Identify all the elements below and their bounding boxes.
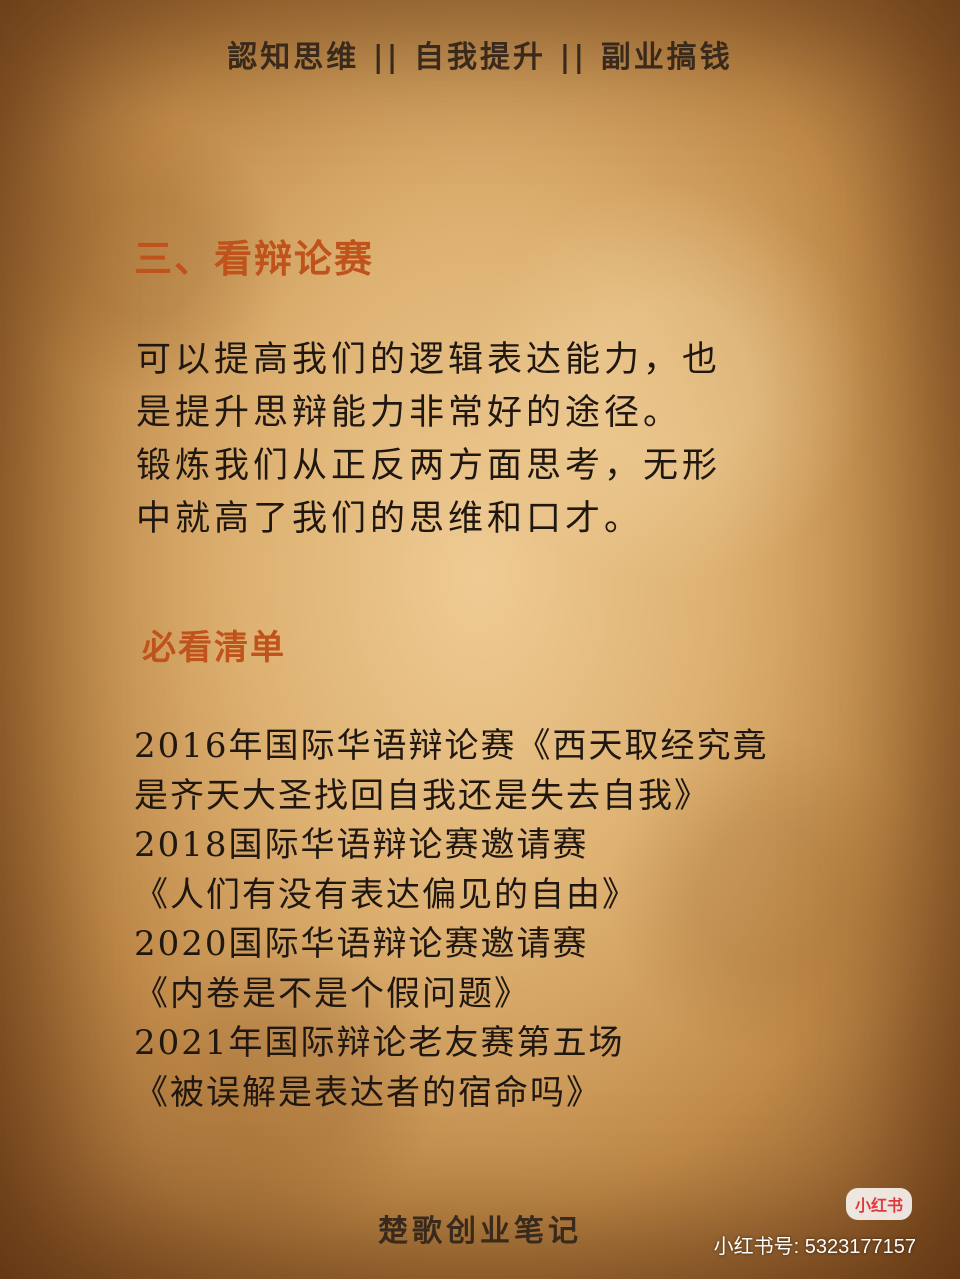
footer-signature: 楚歌创业笔记 xyxy=(378,1214,582,1249)
list-item: 2021年国际辩论老友赛第五场 xyxy=(134,1023,625,1063)
xiaohongshu-watermark: 小红书 小红书号: 5323177157 xyxy=(714,1188,916,1259)
xiaohongshu-logo: 小红书 xyxy=(845,1188,912,1220)
list-item: 《内卷是不是个假问题》 xyxy=(134,973,530,1014)
paragraph-line: 可以提高我们的逻辑表达能力，也 xyxy=(136,340,722,380)
list-item: 《人们有没有表达偏见的自由》 xyxy=(134,874,638,915)
list-item: 2016年国际华语辩论赛《西天取经究竟 xyxy=(134,726,769,766)
must-watch-title: 必看清单 xyxy=(142,628,286,668)
list-item: 是齐天大圣找回自我还是失去自我》 xyxy=(134,775,710,816)
paragraph-line: 是提升思辩能力非常好的途径。 xyxy=(136,393,683,433)
paragraph-line: 锻炼我们从正反两方面思考，无形 xyxy=(136,446,722,486)
header-tagline: 認知思维 || 自我提升 || 副业搞钱 xyxy=(227,40,733,75)
list-item: 2018国际华语辩论赛邀请赛 xyxy=(134,825,589,865)
paragraph-line: 中就高了我们的思维和口才。 xyxy=(136,499,644,539)
must-watch-list: 2016年国际华语辩论赛《西天取经究竟 是齐天大圣找回自我还是失去自我》 201… xyxy=(134,722,769,1118)
xiaohongshu-id: 小红书号: 5323177157 xyxy=(713,1236,916,1258)
section-title: 三、看辩论赛 xyxy=(134,236,375,281)
section-paragraph: 可以提高我们的逻辑表达能力，也 是提升思辩能力非常好的途径。 锻炼我们从正反两方… xyxy=(136,334,721,546)
list-item: 《被误解是表达者的宿命吗》 xyxy=(134,1072,602,1113)
list-item: 2020国际华语辩论赛邀请赛 xyxy=(134,924,589,964)
